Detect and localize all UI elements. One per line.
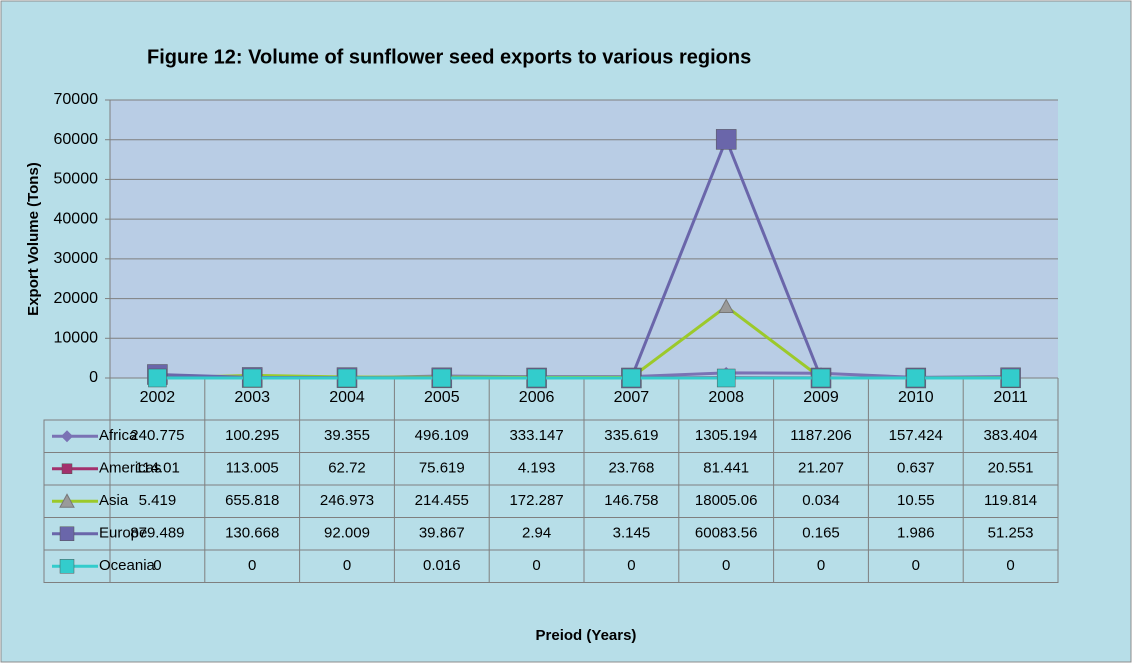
table-cell: 214.455 bbox=[415, 492, 469, 509]
table-cell: 2.94 bbox=[522, 525, 551, 542]
table-cell: 246.973 bbox=[320, 492, 374, 509]
table-cell: 0 bbox=[627, 557, 635, 574]
table-cell: 18005.06 bbox=[695, 492, 758, 509]
table-cell: 20.551 bbox=[988, 460, 1034, 477]
table-cell: 655.818 bbox=[225, 492, 279, 509]
x-tick-label: 2008 bbox=[708, 389, 744, 406]
table-cell: 335.619 bbox=[604, 427, 658, 444]
table-cell: 333.147 bbox=[509, 427, 563, 444]
x-tick-label: 2006 bbox=[519, 389, 555, 406]
marker bbox=[1001, 368, 1020, 388]
legend-marker bbox=[61, 463, 73, 474]
table-cell: 0 bbox=[153, 557, 161, 574]
table-cell: 172.287 bbox=[509, 492, 563, 509]
y-axis-label: Export Volume (Tons) bbox=[25, 162, 42, 316]
x-tick-label: 2004 bbox=[329, 389, 365, 406]
y-tick-label: 10000 bbox=[54, 330, 99, 347]
table-cell: 0 bbox=[248, 557, 256, 574]
table-cell: 496.109 bbox=[415, 427, 469, 444]
y-tick-label: 40000 bbox=[54, 210, 99, 227]
table-cell: 0.034 bbox=[802, 492, 840, 509]
marker bbox=[718, 298, 735, 313]
y-tick-label: 20000 bbox=[54, 290, 99, 307]
y-tick-label: 30000 bbox=[54, 250, 99, 267]
x-tick-label: 2005 bbox=[424, 389, 460, 406]
table-cell: 10.55 bbox=[897, 492, 935, 509]
table-cell: 39.355 bbox=[324, 427, 370, 444]
legend-label: Africa bbox=[99, 427, 138, 444]
table-cell: 0 bbox=[912, 557, 920, 574]
table-cell: 100.295 bbox=[225, 427, 279, 444]
table-cell: 0.165 bbox=[802, 525, 840, 542]
x-tick-label: 2007 bbox=[614, 389, 650, 406]
table-cell: 92.009 bbox=[324, 525, 370, 542]
table-cell: 157.424 bbox=[889, 427, 943, 444]
table-cell: 51.253 bbox=[988, 525, 1034, 542]
table-cell: 114.01 bbox=[135, 460, 180, 477]
legend-label: Americas bbox=[99, 460, 162, 477]
legend-marker bbox=[59, 559, 75, 574]
legend-label: Asia bbox=[99, 492, 129, 509]
x-axis-label: Preiod (Years) bbox=[536, 627, 637, 644]
marker bbox=[432, 368, 452, 388]
table-cell: 1.986 bbox=[897, 525, 935, 542]
marker bbox=[622, 368, 641, 388]
y-tick-label: 60000 bbox=[54, 131, 99, 148]
x-tick-label: 2002 bbox=[140, 389, 176, 406]
table-cell: 0 bbox=[817, 557, 825, 574]
table-cell: 5.419 bbox=[139, 492, 177, 509]
table-cell: 4.193 bbox=[518, 460, 556, 477]
marker bbox=[906, 368, 926, 388]
table-cell: 21.207 bbox=[798, 460, 844, 477]
table-cell: 0 bbox=[532, 557, 540, 574]
marker bbox=[715, 129, 737, 150]
table-cell: 62.72 bbox=[328, 460, 366, 477]
y-tick-label: 0 bbox=[89, 369, 98, 386]
legend-label: Europe bbox=[99, 525, 147, 542]
table-cell: 0 bbox=[1006, 557, 1014, 574]
table-cell: 383.404 bbox=[983, 427, 1037, 444]
table-cell: 81.441 bbox=[703, 460, 749, 477]
table-cell: 879.489 bbox=[130, 525, 184, 542]
marker bbox=[527, 368, 546, 388]
legend-label: Oceania bbox=[99, 557, 156, 574]
x-tick-label: 2003 bbox=[234, 389, 270, 406]
x-tick-label: 2009 bbox=[803, 389, 839, 406]
table-cell: 0 bbox=[722, 557, 730, 574]
table-cell: 3.145 bbox=[613, 525, 651, 542]
table-cell: 113.005 bbox=[226, 460, 279, 477]
y-tick-label: 70000 bbox=[54, 91, 99, 108]
marker bbox=[337, 368, 357, 388]
table-cell: 39.867 bbox=[419, 525, 465, 542]
table-cell: 23.768 bbox=[608, 460, 654, 477]
table-cell: 75.619 bbox=[419, 460, 465, 477]
marker bbox=[242, 368, 262, 388]
plot-area bbox=[110, 100, 1058, 378]
legend-marker bbox=[59, 493, 75, 508]
chart-title: Figure 12: Volume of sunflower seed expo… bbox=[147, 46, 751, 68]
x-tick-label: 2010 bbox=[898, 389, 934, 406]
marker bbox=[716, 368, 736, 388]
table-cell: 146.758 bbox=[604, 492, 658, 509]
table-cell: 60083.56 bbox=[695, 525, 758, 542]
table-cell: 0.016 bbox=[423, 557, 461, 574]
legend-marker bbox=[61, 430, 73, 443]
table-cell: 0 bbox=[343, 557, 351, 574]
table-cell: 130.668 bbox=[225, 525, 279, 542]
marker bbox=[811, 368, 831, 388]
table-cell: 0.637 bbox=[897, 460, 935, 477]
legend-marker bbox=[59, 526, 75, 541]
table-cell: 119.814 bbox=[984, 492, 1037, 509]
x-tick-label: 2011 bbox=[993, 389, 1028, 406]
y-tick-label: 50000 bbox=[54, 171, 99, 188]
table-cell: 240.775 bbox=[130, 427, 184, 444]
table-cell: 1305.194 bbox=[695, 427, 758, 444]
table-cell: 1187.206 bbox=[790, 427, 851, 444]
marker bbox=[148, 368, 167, 388]
